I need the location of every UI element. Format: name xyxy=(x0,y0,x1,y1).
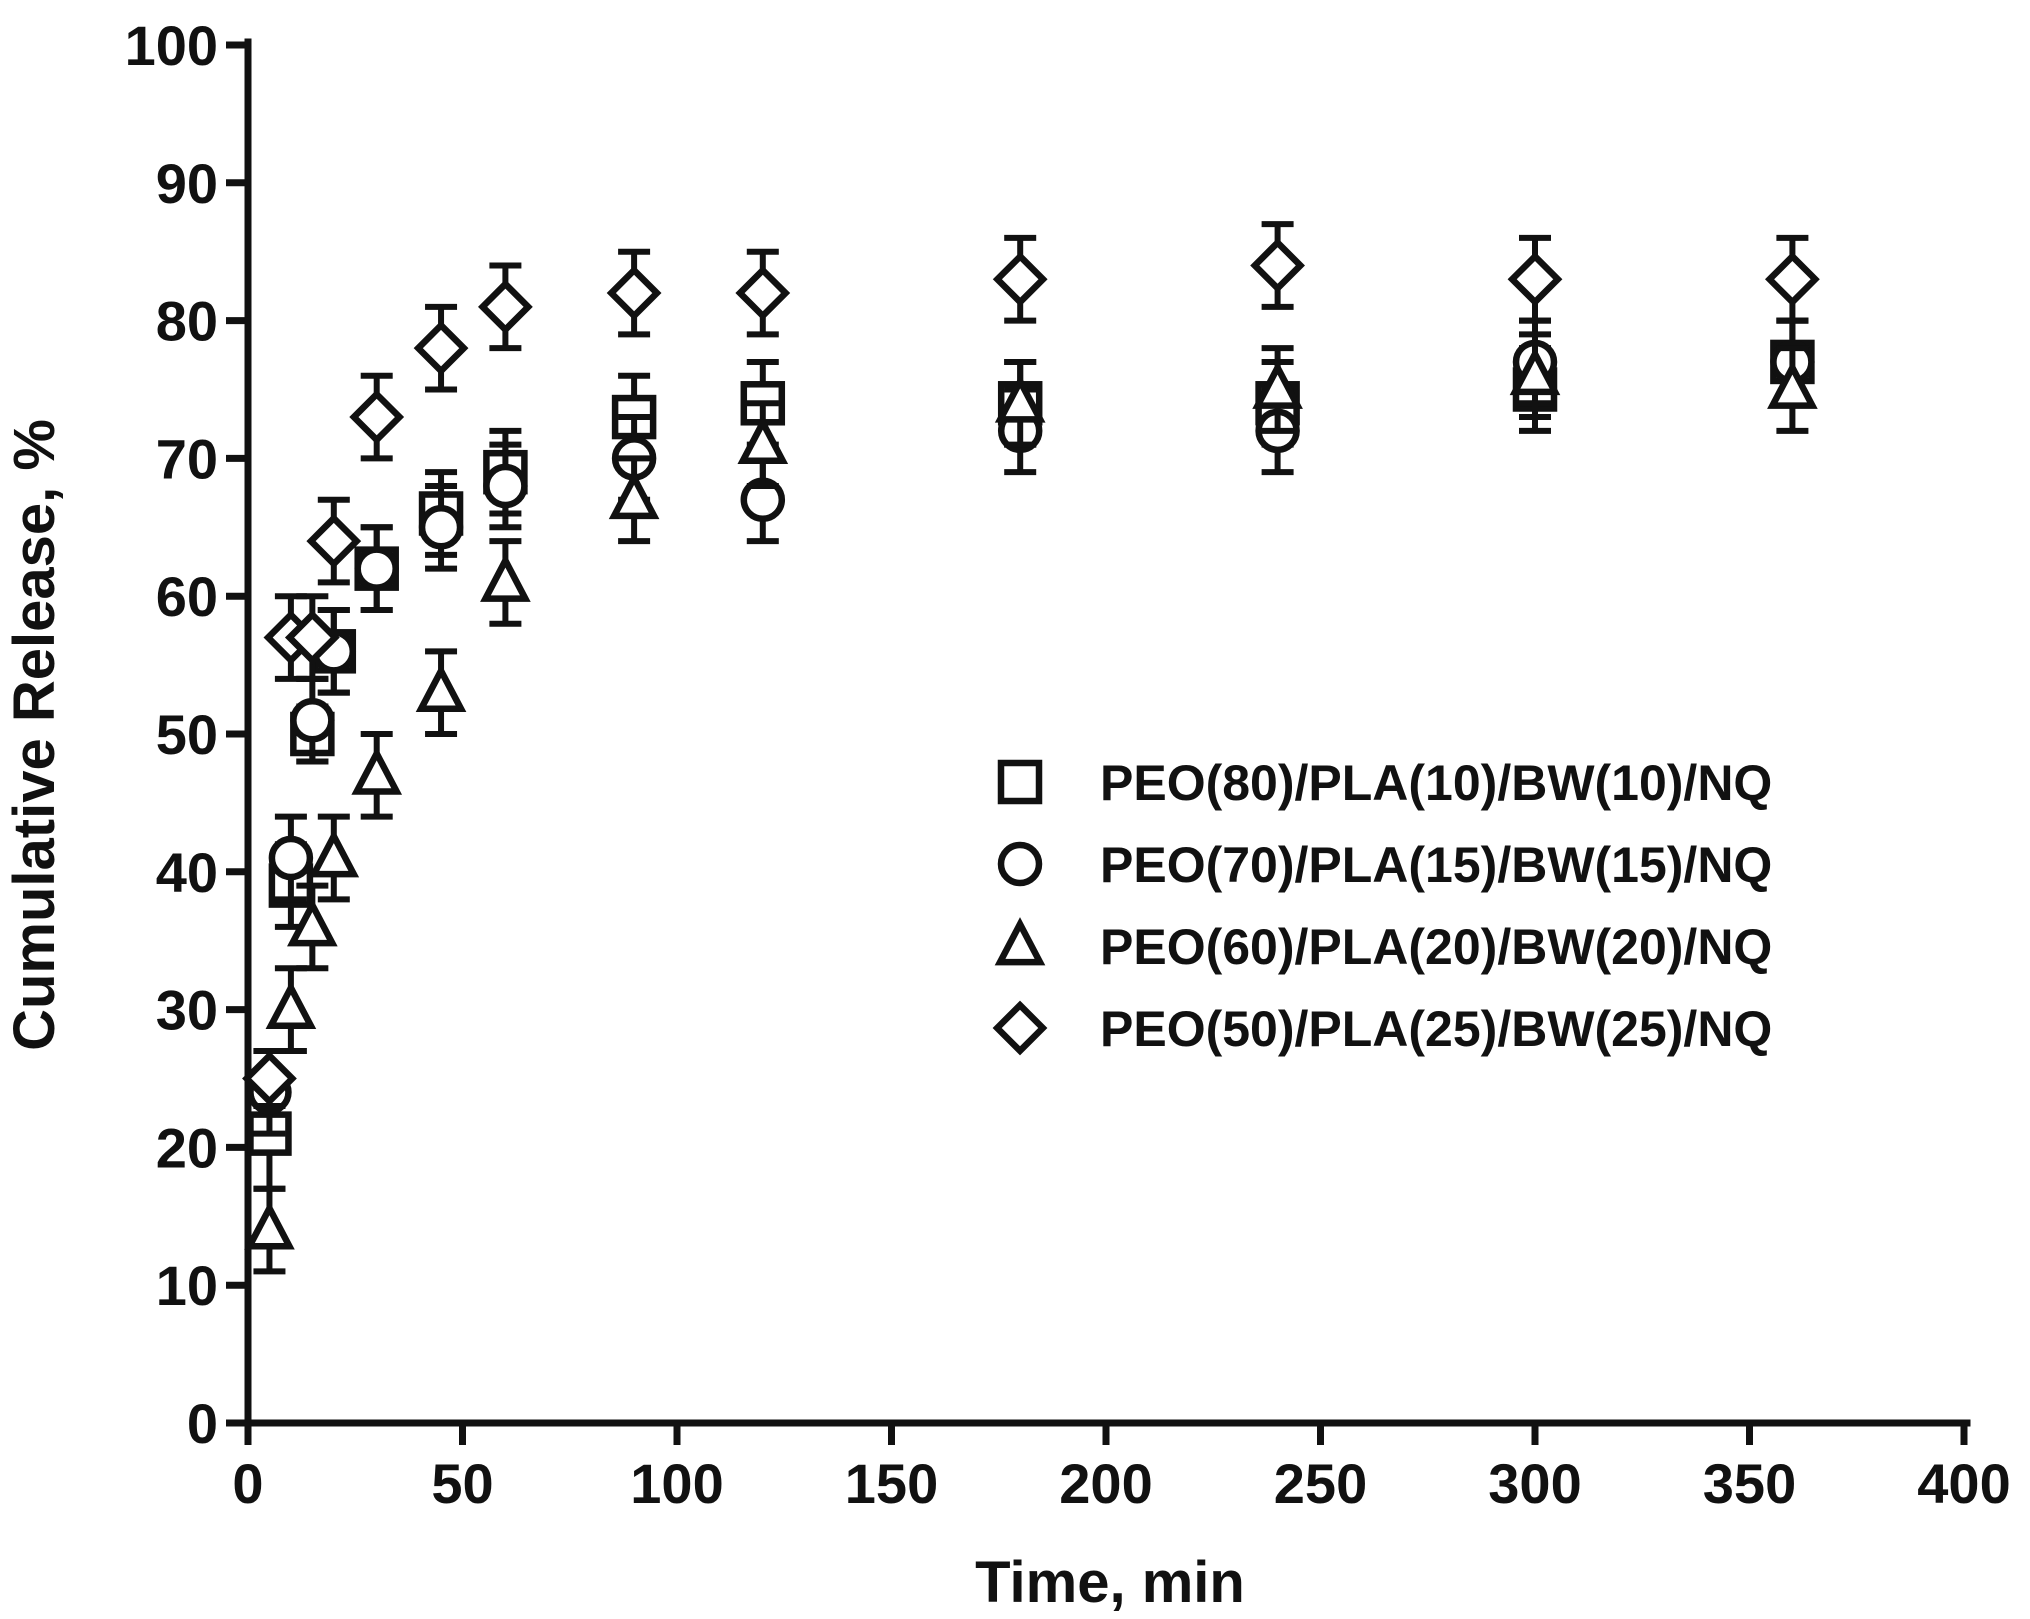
y-tick-label: 20 xyxy=(156,1116,218,1179)
axes xyxy=(244,38,1971,1427)
data-point-triangle xyxy=(351,746,403,795)
y-tick-label: 70 xyxy=(156,427,218,490)
data-point-diamond xyxy=(1250,238,1305,293)
data-point-triangle xyxy=(415,663,467,713)
data-point-diamond xyxy=(413,320,469,376)
legend-marker-circle xyxy=(997,841,1043,887)
y-tick-label: 80 xyxy=(156,290,218,353)
data-point-diamond xyxy=(735,265,791,321)
y-tick-label: 40 xyxy=(156,841,218,904)
data-point-diamond xyxy=(1765,251,1820,307)
data-point-triangle xyxy=(287,898,338,947)
legend-marker-square xyxy=(997,759,1043,805)
x-tick-label: 350 xyxy=(1703,1452,1796,1515)
legend-marker-diamond xyxy=(992,1000,1048,1056)
data-point-triangle xyxy=(244,1201,295,1250)
y-axis-title: Cumulative Release, % xyxy=(2,419,67,1051)
x-tick-label: 150 xyxy=(845,1452,938,1515)
y-tick-label: 90 xyxy=(156,152,218,215)
legend: PEO(80)/PLA(10)/BW(10)/NQ PEO(70)/PLA(15)… xyxy=(992,755,1772,1057)
legend-label: PEO(50)/PLA(25)/BW(25)/NQ xyxy=(1100,1001,1772,1057)
data-point-triangle xyxy=(608,470,660,520)
x-axis-title: Time, min xyxy=(975,1550,1245,1615)
data-point-circle xyxy=(354,546,399,591)
data-point-triangle xyxy=(737,415,789,465)
ticks: 0 50 100 150 200 250 300 350 400 0 10 20 30 40 50 60 70 8… xyxy=(125,14,2011,1515)
legend-label: PEO(60)/PLA(20)/BW(20)/NQ xyxy=(1100,919,1772,975)
data-point-triangle xyxy=(265,980,317,1029)
y-tick-label: 30 xyxy=(156,979,218,1042)
x-tick-label: 300 xyxy=(1488,1452,1581,1515)
data-point-diamond xyxy=(1507,251,1563,307)
data-point-triangle xyxy=(994,374,1046,423)
data-point-diamond xyxy=(284,610,340,665)
data-point-triangle xyxy=(1509,346,1561,396)
data-point-triangle xyxy=(1252,360,1303,409)
data-point-triangle xyxy=(308,829,360,878)
data-point-diamond xyxy=(306,513,362,569)
series-triangle xyxy=(244,331,1818,1275)
x-tick-label: 200 xyxy=(1059,1452,1152,1515)
data-point-diamond xyxy=(606,265,662,321)
legend-marker-triangle xyxy=(994,917,1046,966)
data-point-diamond xyxy=(242,1051,297,1106)
data-point-diamond xyxy=(478,279,533,335)
data-point-diamond xyxy=(349,389,405,445)
data-point-triangle xyxy=(480,553,531,602)
x-tick-label: 100 xyxy=(630,1452,723,1515)
data-point-circle xyxy=(268,835,314,881)
legend-label: PEO(70)/PLA(15)/BW(15)/NQ xyxy=(1100,837,1772,893)
y-tick-label: 10 xyxy=(156,1254,218,1317)
x-tick-label: 0 xyxy=(232,1452,263,1515)
data-point-circle xyxy=(483,463,528,509)
y-tick-label: 60 xyxy=(156,565,218,628)
data-point-circle xyxy=(418,505,464,550)
y-tick-label: 50 xyxy=(156,703,218,766)
data-point-circle xyxy=(290,697,335,743)
legend-label: PEO(80)/PLA(10)/BW(10)/NQ xyxy=(1100,755,1772,811)
series-layer xyxy=(242,221,1820,1275)
data-point-diamond xyxy=(992,251,1048,307)
x-tick-label: 400 xyxy=(1917,1452,2010,1515)
data-point-triangle xyxy=(1767,360,1818,409)
series-diamond xyxy=(242,221,1820,1110)
x-tick-label: 250 xyxy=(1274,1452,1367,1515)
x-tick-label: 50 xyxy=(431,1452,493,1515)
y-tick-label: 100 xyxy=(125,14,218,77)
y-tick-label: 0 xyxy=(187,1392,218,1455)
